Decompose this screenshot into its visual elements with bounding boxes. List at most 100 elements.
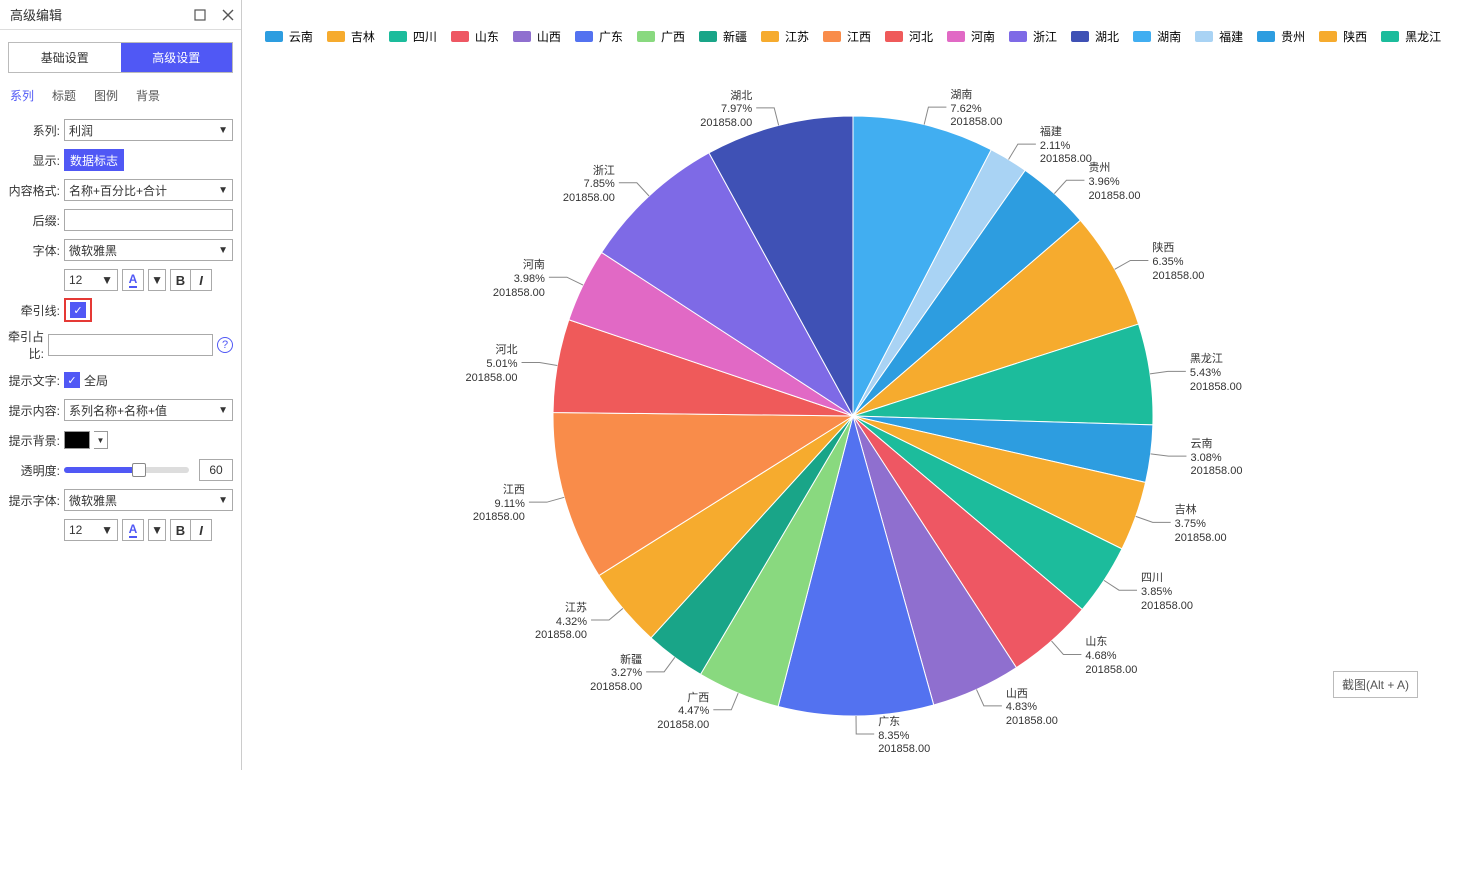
slice-label: 贵州3.96%201858.00 [1088,162,1140,203]
leader-line [1104,580,1137,590]
tab-basic-settings[interactable]: 基础设置 [9,43,121,72]
leader-line [1115,260,1149,269]
help-icon[interactable]: ? [217,337,233,353]
leader-checkbox[interactable]: ✓ [70,302,86,318]
pie-chart: 湖南7.62%201858.00福建2.11%201858.00贵州3.96%2… [383,0,1323,886]
label-opacity: 透明度: [8,462,64,479]
slice-label: 江西9.11%201858.00 [473,484,525,525]
panel-header: 高级编辑 [0,0,241,30]
chevron-down-icon: ▼ [218,405,228,416]
series-select[interactable]: 利润 ▼ [64,119,233,141]
tip-text-checkbox[interactable]: ✓ [64,372,80,388]
bold-button[interactable]: B [171,270,191,290]
slice-label: 湖北7.97%201858.00 [700,90,752,131]
leader-line [1051,641,1081,654]
tip-bold-button[interactable]: B [171,520,191,540]
font-size-value: 12 [69,273,82,287]
label-tip-bg: 提示背景: [8,432,64,449]
chart-area: 云南吉林四川山东山西广东广西新疆江苏江西河北河南浙江湖北湖南福建贵州陕西黑龙江 … [242,0,1464,770]
font-family-select[interactable]: 微软雅黑 ▼ [64,239,233,261]
slice-label: 新疆3.27%201858.00 [590,654,642,695]
content-format-select[interactable]: 名称+百分比+合计 ▼ [64,179,233,201]
slice-label: 吉林3.75%201858.00 [1175,504,1227,545]
tip-text-value: 全局 [84,372,108,389]
secondary-tabs: 系列 标题 图例 背景 [10,87,231,104]
opacity-slider[interactable] [64,463,189,477]
chevron-down-icon: ▼ [101,523,113,537]
settings-form: 系列: 利润 ▼ 显示: 数据标志 内容格式: 名称+百分比+合计 ▼ [0,108,241,548]
tab-bg[interactable]: 背景 [136,87,160,104]
leader-line [591,608,623,620]
tab-series[interactable]: 系列 [10,87,34,104]
leader-line [976,689,1001,705]
slice-label: 广东8.35%201858.00 [878,716,930,757]
label-suffix: 后缀: [8,212,64,229]
tip-content-select[interactable]: 系列名称+名称+值 ▼ [64,399,233,421]
slice-label: 山西4.83%201858.00 [1006,688,1058,729]
tip-bold-italic-group: B I [170,519,212,541]
panel-title: 高级编辑 [10,5,62,24]
leader-line [856,716,874,734]
leader-line [713,693,738,710]
pie-svg [383,0,1323,886]
tip-font-size-select[interactable]: 12 ▼ [64,519,118,541]
leader-line [549,277,583,285]
tip-bg-swatch[interactable] [64,431,90,449]
chevron-down-icon: ▼ [218,125,228,136]
label-tip-font: 提示字体: [8,492,64,509]
suffix-input[interactable] [64,209,233,231]
font-family-value: 微软雅黑 [69,242,117,259]
label-leader: 牵引线: [8,302,64,319]
font-size-select[interactable]: 12 ▼ [64,269,118,291]
leader-line [1136,516,1171,522]
label-show: 显示: [8,152,64,169]
leader-ratio-input[interactable] [48,334,213,356]
label-fmt: 内容格式: [8,182,64,199]
legend-swatch [327,31,345,42]
label-tip-content: 提示内容: [8,402,64,419]
legend-label: 陕西 [1343,28,1367,45]
tip-font-family-select[interactable]: 微软雅黑 ▼ [64,489,233,511]
font-color-button[interactable]: A [122,269,144,291]
leader-line [529,497,564,502]
legend-item[interactable]: 陕西 [1319,28,1367,45]
tab-advanced-settings[interactable]: 高级设置 [121,43,233,72]
leader-line [619,183,649,196]
label-tip-text: 提示文字: [8,372,64,389]
close-icon[interactable] [221,8,235,22]
legend-item[interactable]: 吉林 [327,28,375,45]
opacity-value: 60 [199,459,233,481]
slice-label: 广西4.47%201858.00 [657,692,709,733]
italic-button[interactable]: I [191,270,211,290]
chevron-down-icon: ▼ [218,495,228,506]
tab-title[interactable]: 标题 [52,87,76,104]
legend-swatch [1381,31,1399,42]
legend-label: 黑龙江 [1405,28,1441,45]
slice-label: 江苏4.32%201858.00 [535,602,587,643]
label-font: 字体: [8,242,64,259]
primary-tabs: 基础设置 高级设置 [8,42,233,73]
tip-bg-caret[interactable]: ▼ [94,431,108,449]
font-color-caret[interactable]: ▼ [148,269,166,291]
leader-line [1009,144,1036,159]
screenshot-tooltip: 截图(Alt + A) [1333,671,1418,698]
legend-item[interactable]: 黑龙江 [1381,28,1441,45]
chevron-down-icon: ▼ [218,245,228,256]
tip-content-value: 系列名称+名称+值 [69,402,167,419]
slice-label: 浙江7.85%201858.00 [563,165,615,206]
legend-item[interactable]: 云南 [265,28,313,45]
settings-panel: 高级编辑 基础设置 高级设置 系列 标题 图例 背景 系列: 利润 ▼ [0,0,242,770]
tab-legend[interactable]: 图例 [94,87,118,104]
tip-font-color-caret[interactable]: ▼ [148,519,166,541]
slice-label: 四川3.85%201858.00 [1141,572,1193,613]
leader-line [924,107,946,124]
leader-line [756,108,778,125]
series-value: 利润 [69,122,93,139]
show-datalabel-toggle[interactable]: 数据标志 [64,149,124,171]
maximize-icon[interactable] [193,8,207,22]
tip-italic-button[interactable]: I [191,520,211,540]
slice-label: 山东4.68%201858.00 [1085,636,1137,677]
tip-font-color-button[interactable]: A [122,519,144,541]
slice-label: 云南3.08%201858.00 [1190,438,1242,479]
leader-line [646,657,675,671]
